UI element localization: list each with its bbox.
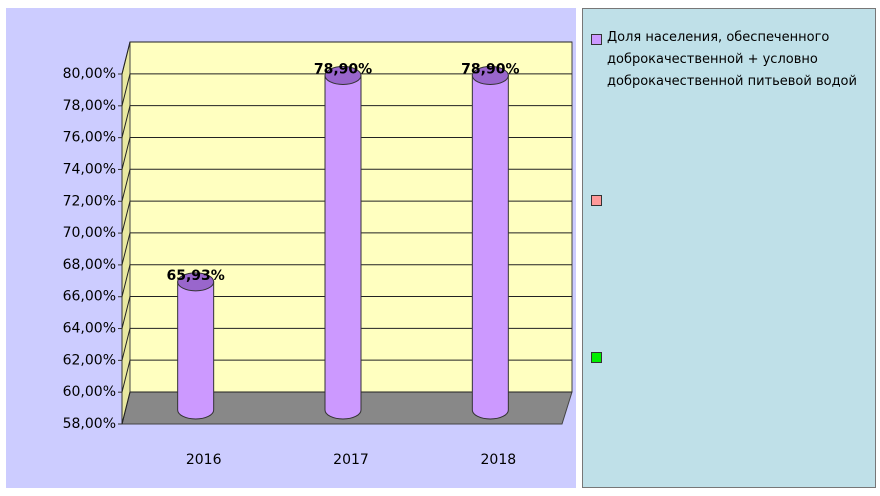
y-tick-label: 76,00% bbox=[63, 130, 116, 146]
bar-top bbox=[177, 272, 215, 292]
data-label: 78,90% bbox=[461, 62, 519, 78]
grid-line bbox=[121, 391, 572, 425]
y-tick-label: 62,00% bbox=[63, 352, 116, 368]
x-tick-label: 2018 bbox=[481, 452, 517, 468]
chart: 58,00% 60,00% 62,00% 64,00% 66,00% 68,00% 70,0… bbox=[6, 8, 576, 488]
y-tick-label: 78,00% bbox=[63, 98, 116, 114]
grid-line bbox=[121, 264, 572, 297]
legend-label: Доля населения, обеспеченного доброкачес… bbox=[607, 30, 857, 89]
grid-line bbox=[121, 327, 572, 361]
bar-top bbox=[471, 66, 509, 85]
bar bbox=[177, 281, 215, 420]
grid-line bbox=[121, 73, 572, 106]
grid-line bbox=[121, 200, 572, 234]
x-tick-label: 2017 bbox=[333, 452, 369, 468]
y-tick-label: 60,00% bbox=[63, 384, 116, 400]
y-tick-label: 64,00% bbox=[63, 321, 116, 337]
data-label: 65,93% bbox=[167, 268, 225, 284]
grid-line bbox=[121, 296, 572, 329]
bar bbox=[471, 75, 509, 420]
y-tick-label: 74,00% bbox=[63, 161, 116, 177]
y-tick-label: 66,00% bbox=[63, 289, 116, 305]
y-tick-label: 68,00% bbox=[63, 257, 116, 273]
grid-line bbox=[121, 168, 572, 202]
legend-swatch bbox=[591, 34, 602, 45]
y-tick-label: 80,00% bbox=[63, 66, 116, 82]
legend-swatch bbox=[591, 352, 602, 363]
legend: Доля населения, обеспеченного доброкачес… bbox=[582, 8, 876, 488]
grid-line bbox=[121, 232, 572, 266]
y-tick-label: 72,00% bbox=[63, 193, 116, 209]
data-label: 78,90% bbox=[314, 62, 372, 78]
y-tick-label: 70,00% bbox=[63, 225, 116, 241]
grid-line bbox=[121, 136, 572, 170]
grid-line bbox=[121, 105, 572, 138]
grid-line bbox=[121, 41, 572, 75]
bar bbox=[324, 75, 362, 420]
grid-line bbox=[121, 359, 572, 393]
legend-swatch bbox=[591, 195, 602, 206]
bar-top bbox=[324, 66, 362, 85]
y-tick-label: 58,00% bbox=[63, 416, 116, 432]
x-tick-label: 2016 bbox=[186, 452, 222, 468]
